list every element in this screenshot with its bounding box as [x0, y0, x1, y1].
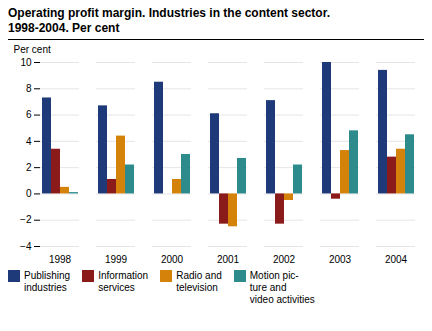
svg-text:2004: 2004 — [385, 254, 408, 265]
svg-text:2003: 2003 — [329, 254, 352, 265]
svg-text:1998: 1998 — [49, 254, 72, 265]
html-text:Publishing industries: Publishing industries — [24, 270, 71, 293]
svg-text:0: 0 — [26, 188, 32, 199]
html-text:Information services: Information services — [98, 270, 149, 293]
svg-text:2001: 2001 — [217, 254, 240, 265]
html-text:Operating profit margin. Indus: Operating profit margin. Industries in t… — [8, 6, 330, 20]
svg-text:Per cent: Per cent — [14, 44, 51, 55]
svg-text:2000: 2000 — [161, 254, 184, 265]
svg-text:8: 8 — [26, 83, 32, 94]
html-text:Motion pic- ture and video act: Motion pic- ture and video activities — [249, 270, 315, 305]
svg-text:−4: −4 — [20, 241, 32, 252]
svg-text:10: 10 — [20, 57, 32, 68]
svg-text:2002: 2002 — [273, 254, 296, 265]
svg-text:1999: 1999 — [105, 254, 128, 265]
svg-text:−2: −2 — [20, 214, 32, 225]
svg-text:6: 6 — [26, 109, 32, 120]
svg-text:2: 2 — [26, 162, 32, 173]
svg-text:4: 4 — [26, 136, 32, 147]
html-text:1998-2004. Per cent: 1998-2004. Per cent — [8, 21, 120, 35]
html-text:Radio and television: Radio and television — [176, 270, 222, 293]
